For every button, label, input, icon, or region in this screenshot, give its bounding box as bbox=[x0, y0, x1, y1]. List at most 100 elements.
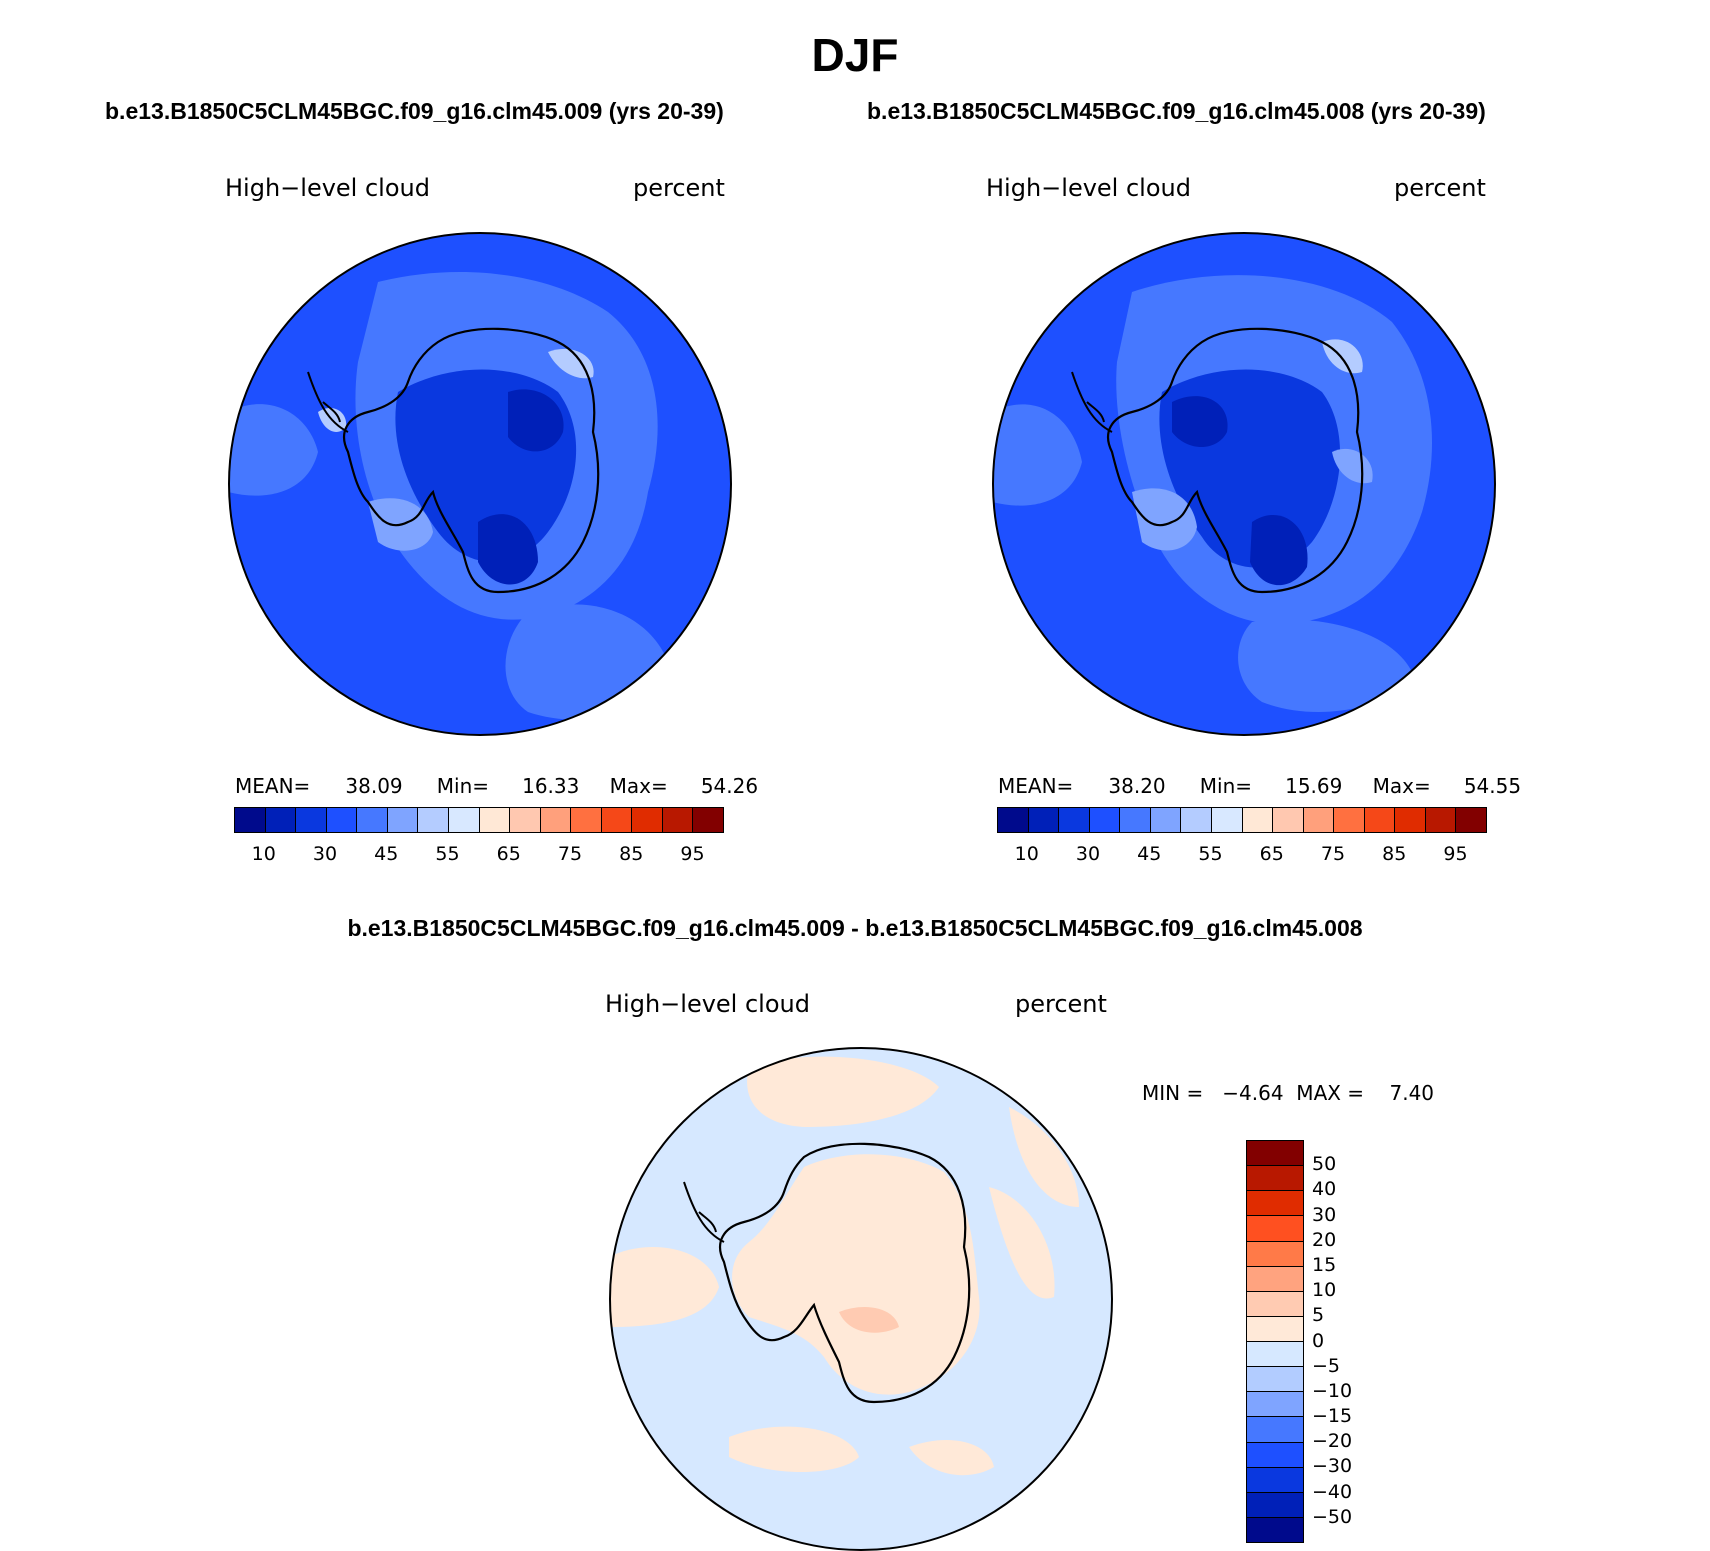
colorbar-tick-label: 85 bbox=[1382, 843, 1407, 865]
colorbar-swatch bbox=[479, 808, 511, 832]
colorbar-swatch bbox=[1425, 808, 1457, 832]
colorbar-tick-label: 75 bbox=[1320, 843, 1346, 865]
mean-label: MEAN= bbox=[235, 774, 311, 798]
case-title-left: b.e13.B1850C5CLM45BGC.f09_g16.clm45.009 … bbox=[105, 98, 724, 124]
diff-variable-label: High−level cloud bbox=[605, 990, 810, 1018]
colorbar-tick-label: 10 bbox=[1014, 843, 1039, 865]
colorbar-swatch bbox=[510, 808, 541, 832]
contour-band bbox=[839, 1307, 899, 1333]
colorbar-swatch bbox=[326, 808, 358, 832]
colorbar-right bbox=[997, 807, 1487, 833]
colorbar-swatch bbox=[1247, 1191, 1303, 1217]
colorbar-swatch bbox=[1089, 808, 1121, 832]
max-label: Max= bbox=[1372, 774, 1431, 798]
colorbar-tick-label: 10 bbox=[1312, 1279, 1337, 1302]
colorbar-tick-label: 95 bbox=[1443, 843, 1468, 865]
colorbar-swatch bbox=[662, 808, 694, 832]
map-boundary bbox=[992, 232, 1496, 736]
antarctic-peninsula bbox=[307, 371, 349, 433]
contour-band bbox=[993, 404, 1082, 506]
contour-band bbox=[229, 404, 318, 496]
mean-value: 38.20 bbox=[1108, 774, 1166, 798]
colorbar-swatch bbox=[1247, 1291, 1303, 1317]
stats-right: MEAN= 38.20 Min= 15.69 Max= 54.55 bbox=[998, 774, 1521, 798]
colorbar-swatch bbox=[1247, 1367, 1303, 1393]
colorbar-swatch bbox=[1247, 1467, 1303, 1493]
colorbar-swatch bbox=[1247, 1166, 1303, 1192]
min-value: 15.69 bbox=[1285, 774, 1343, 798]
colorbar-tick-label: 55 bbox=[1198, 843, 1223, 865]
contour-band bbox=[610, 1247, 719, 1327]
variable-label-right: High−level cloud bbox=[986, 174, 1191, 202]
colorbar-swatch bbox=[1247, 1442, 1303, 1468]
contour-band bbox=[909, 1439, 994, 1476]
contour-band bbox=[508, 389, 564, 452]
colorbar-tick-label: 95 bbox=[680, 843, 705, 865]
mean-value: 38.09 bbox=[345, 774, 403, 798]
main-title: DJF bbox=[811, 29, 899, 81]
colorbar-swatch bbox=[1247, 1342, 1303, 1368]
colorbar-swatch bbox=[1247, 1316, 1303, 1342]
colorbar-left bbox=[234, 807, 724, 833]
colorbar-tick-label: 30 bbox=[1312, 1203, 1337, 1226]
colorbar-tick-label: 40 bbox=[1312, 1178, 1337, 1201]
colorbar-swatch bbox=[1303, 808, 1335, 832]
colorbar-tick-label: −30 bbox=[1312, 1455, 1353, 1478]
colorbar-swatch bbox=[601, 808, 633, 832]
colorbar-tick-label: 85 bbox=[619, 843, 644, 865]
colorbar-swatch bbox=[1247, 1517, 1303, 1542]
colorbar-swatch bbox=[265, 808, 297, 832]
contour-band bbox=[747, 1056, 939, 1127]
variable-label-left: High−level cloud bbox=[225, 174, 430, 202]
contour-band bbox=[548, 348, 594, 379]
colorbar-swatch bbox=[1181, 808, 1212, 832]
colorbar-tick-label: 50 bbox=[1312, 1153, 1337, 1176]
colorbar-swatch bbox=[1364, 808, 1396, 832]
colorbar-swatch bbox=[357, 808, 388, 832]
mean-label: MEAN= bbox=[998, 774, 1074, 798]
colorbar-swatch bbox=[1211, 808, 1243, 832]
colorbar-tick-label: −50 bbox=[1312, 1505, 1353, 1528]
colorbar-swatch bbox=[387, 808, 419, 832]
colorbar-tick-label: 65 bbox=[496, 843, 521, 865]
colorbar-swatch bbox=[1273, 808, 1304, 832]
colorbar-swatch bbox=[1334, 808, 1365, 832]
colorbar-swatch bbox=[1059, 808, 1090, 832]
colorbar-swatch bbox=[1247, 1216, 1303, 1242]
stats-left: MEAN= 38.09 Min= 16.33 Max= 54.26 bbox=[235, 774, 758, 798]
map-right bbox=[992, 232, 1496, 736]
contour-band bbox=[989, 1187, 1055, 1299]
max-value: 54.55 bbox=[1463, 774, 1522, 798]
colorbar-swatch bbox=[1247, 1266, 1303, 1292]
max-label: Max= bbox=[609, 774, 668, 798]
units-label-right: percent bbox=[1394, 174, 1486, 202]
colorbar-tick-label: 30 bbox=[1075, 843, 1101, 865]
colorbar-swatch bbox=[1247, 1492, 1303, 1518]
contour-band bbox=[1172, 396, 1228, 447]
antarctic-peninsula bbox=[683, 1181, 725, 1243]
colorbar-swatch bbox=[1395, 808, 1426, 832]
contour-band bbox=[1238, 619, 1412, 712]
antarctica-coastline bbox=[718, 1142, 971, 1404]
colorbar-tick-label: −20 bbox=[1312, 1430, 1353, 1453]
min-label: Min= bbox=[1199, 774, 1253, 798]
colorbar-swatch bbox=[1120, 808, 1151, 832]
colorbar-swatch bbox=[1247, 1417, 1303, 1443]
antarctica-coastline bbox=[1106, 327, 1364, 594]
map-left bbox=[228, 232, 732, 736]
contour-band bbox=[1250, 514, 1308, 586]
colorbar-tick-label: 0 bbox=[1312, 1329, 1325, 1352]
colorbar-swatch bbox=[998, 808, 1029, 832]
colorbar-swatch bbox=[418, 808, 449, 832]
colorbar-swatch bbox=[540, 808, 572, 832]
diff-case-title: b.e13.B1850C5CLM45BGC.f09_g16.clm45.009 … bbox=[347, 915, 1363, 941]
colorbar-tick-label: 5 bbox=[1312, 1304, 1325, 1327]
colorbar-swatch bbox=[693, 808, 723, 832]
colorbar-swatch bbox=[235, 808, 266, 832]
antarctic-peninsula bbox=[1071, 371, 1113, 433]
colorbar-tick-label: 45 bbox=[374, 843, 399, 865]
colorbar-tick-label: 20 bbox=[1312, 1228, 1337, 1251]
min-label: Min= bbox=[436, 774, 490, 798]
min-value: 16.33 bbox=[522, 774, 580, 798]
colorbar-swatch bbox=[1242, 808, 1274, 832]
